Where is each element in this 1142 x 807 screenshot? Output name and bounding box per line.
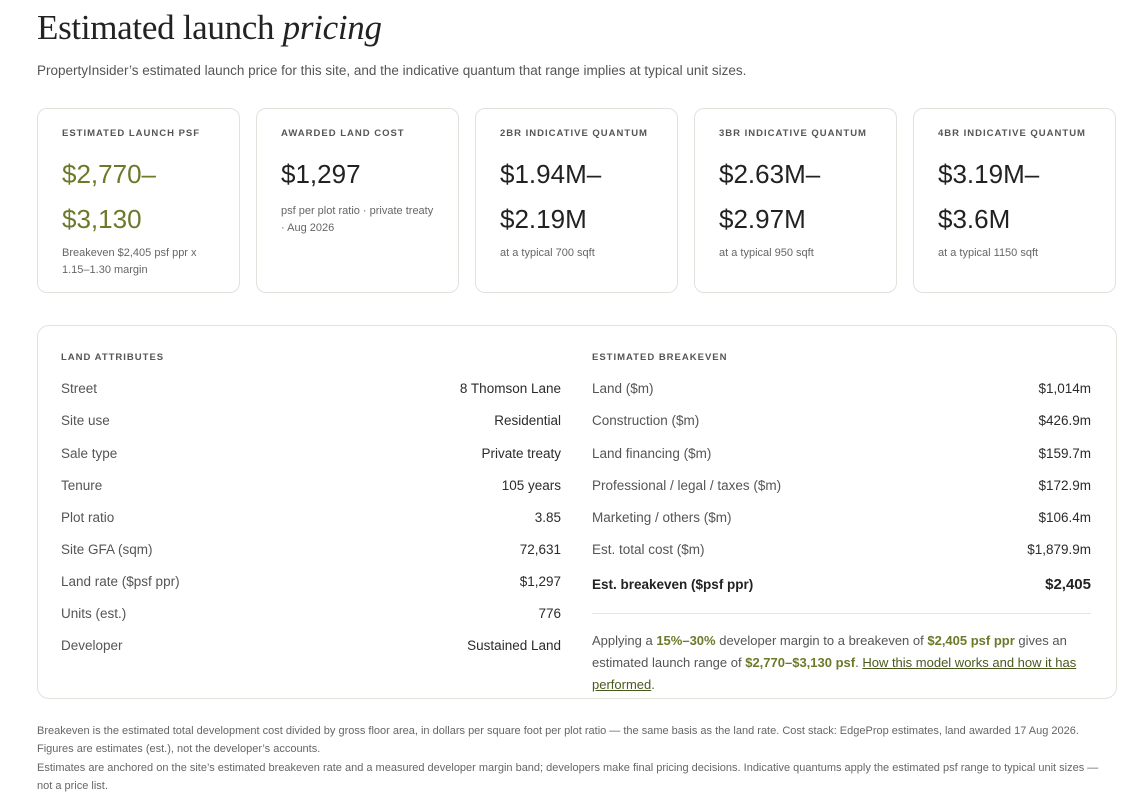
- row-key: Site GFA (sqm): [61, 542, 153, 557]
- row-key: Site use: [61, 413, 110, 428]
- card-value-line1: $2.63M–: [719, 159, 821, 189]
- row-value: $1,879.9m: [1027, 542, 1091, 557]
- row-value: 8 Thomson Lane: [459, 381, 561, 396]
- row-value: $159.7m: [1038, 446, 1091, 461]
- breakeven-row-marketing: Marketing / others ($m) $106.4m: [592, 508, 1091, 528]
- row-value: $1,297: [519, 574, 561, 589]
- row-value: 3.85: [534, 510, 561, 525]
- card-awarded-land-cost: AWARDED LAND COST $1,297 psf per plot ra…: [256, 108, 459, 293]
- row-value: Sustained Land: [467, 638, 561, 653]
- explain-text: gives an estimated launch range of: [592, 633, 1067, 670]
- card-value: $3.19M– $3.6M: [938, 152, 1092, 242]
- card-2br-quantum: 2BR INDICATIVE QUANTUM $1.94M– $2.19M at…: [475, 108, 678, 293]
- row-key: Marketing / others ($m): [592, 510, 732, 525]
- land-row-sale-type: Sale type Private treaty: [61, 444, 561, 464]
- card-value: $1.94M– $2.19M: [500, 152, 654, 242]
- card-value-line1: $2,770–: [62, 159, 156, 189]
- card-label: ESTIMATED LAUNCH PSF: [62, 128, 201, 139]
- card-estimated-launch-psf: ESTIMATED LAUNCH PSF $2,770– $3,130 Brea…: [37, 108, 240, 293]
- row-value: 105 years: [501, 478, 561, 493]
- card-3br-quantum: 3BR INDICATIVE QUANTUM $2.63M– $2.97M at…: [694, 108, 897, 293]
- breakeven-row-professional: Professional / legal / taxes ($m) $172.9m: [592, 476, 1091, 496]
- card-note: psf per plot ratio · private treaty · Au…: [281, 205, 434, 234]
- land-row-plot-ratio: Plot ratio 3.85: [61, 508, 561, 528]
- breakeven-divider: [592, 613, 1091, 614]
- card-label: 4BR INDICATIVE QUANTUM: [938, 128, 1086, 139]
- row-key: Est. total cost ($m): [592, 542, 705, 557]
- row-value: $426.9m: [1038, 413, 1091, 428]
- card-value-line1: $1,297: [281, 159, 361, 189]
- page-title-main: Estimated launch: [37, 8, 275, 47]
- details-panel: [37, 325, 1117, 699]
- land-row-site-use: Site use Residential: [61, 411, 561, 431]
- explain-text: .: [855, 655, 863, 670]
- card-note: Breakeven $2,405 psf ppr x 1.15–1.30 mar…: [62, 247, 197, 276]
- card-note: at a typical 1150 sqft: [938, 247, 1039, 259]
- card-label: 2BR INDICATIVE QUANTUM: [500, 128, 648, 139]
- row-value: Residential: [494, 413, 561, 428]
- row-value: 72,631: [519, 542, 561, 557]
- card-value: $2,770– $3,130: [62, 152, 216, 242]
- card-note: at a typical 700 sqft: [500, 247, 595, 259]
- card-value-line2: $2.19M: [500, 204, 587, 234]
- range-highlight: $2,770–$3,130 psf: [745, 655, 856, 670]
- card-4br-quantum: 4BR INDICATIVE QUANTUM $3.19M– $3.6M at …: [913, 108, 1116, 293]
- row-key: Construction ($m): [592, 413, 700, 428]
- page-title: Estimated launch pricing: [37, 8, 382, 48]
- row-key: Professional / legal / taxes ($m): [592, 478, 782, 493]
- card-value-line2: $2.97M: [719, 204, 806, 234]
- breakeven-row-construction: Construction ($m) $426.9m: [592, 411, 1091, 431]
- row-key: Street: [61, 381, 98, 396]
- row-key: Units (est.): [61, 606, 127, 621]
- breakeven-row-land-financing: Land financing ($m) $159.7m: [592, 444, 1091, 464]
- row-value: Private treaty: [481, 446, 561, 461]
- row-value: $106.4m: [1038, 510, 1091, 525]
- land-row-site-gfa: Site GFA (sqm) 72,631: [61, 540, 561, 560]
- margin-highlight: 15%–30%: [656, 633, 716, 648]
- card-note: at a typical 950 sqft: [719, 247, 814, 259]
- land-row-street: Street 8 Thomson Lane: [61, 379, 561, 399]
- footnote-estimates: Estimates are anchored on the site’s est…: [37, 762, 1099, 792]
- row-key: Tenure: [61, 478, 103, 493]
- breakeven-row-total: Est. breakeven ($psf ppr) $2,405: [592, 575, 1091, 595]
- page-subtitle: PropertyInsider’s estimated launch price…: [37, 63, 747, 78]
- card-label: AWARDED LAND COST: [281, 128, 405, 139]
- explain-text: Applying a: [592, 633, 657, 648]
- explain-text: developer margin to a breakeven of: [715, 633, 928, 648]
- row-value: $1,014m: [1038, 381, 1091, 396]
- breakeven-row-land: Land ($m) $1,014m: [592, 379, 1091, 399]
- row-key: Plot ratio: [61, 510, 115, 525]
- land-row-tenure: Tenure 105 years: [61, 476, 561, 496]
- card-label: 3BR INDICATIVE QUANTUM: [719, 128, 867, 139]
- card-value-line1: $1.94M–: [500, 159, 602, 189]
- row-value: 776: [538, 606, 561, 621]
- estimated-breakeven-heading: ESTIMATED BREAKEVEN: [592, 352, 728, 363]
- land-row-units: Units (est.) 776: [61, 604, 561, 624]
- explain-text: .: [651, 677, 655, 692]
- card-value-line1: $3.19M–: [938, 159, 1040, 189]
- row-key: Sale type: [61, 446, 118, 461]
- model-explainer-link[interactable]: How this model works and how it has perf…: [592, 655, 1077, 692]
- land-row-developer: Developer Sustained Land: [61, 636, 561, 656]
- breakeven-highlight: $2,405 psf ppr: [927, 633, 1015, 648]
- footnote-breakeven: Breakeven is the estimated total develop…: [37, 725, 1079, 755]
- row-value: $172.9m: [1038, 478, 1091, 493]
- row-value: $2,405: [1045, 576, 1091, 593]
- breakeven-row-total-cost: Est. total cost ($m) $1,879.9m: [592, 540, 1091, 560]
- land-row-land-rate: Land rate ($psf ppr) $1,297: [61, 572, 561, 592]
- card-value-line2: $3.6M: [938, 204, 1011, 234]
- card-value: $1,297: [281, 152, 435, 197]
- row-key: Land rate ($psf ppr): [61, 574, 180, 589]
- land-attributes-heading: LAND ATTRIBUTES: [61, 352, 165, 363]
- page-title-italic: pricing: [282, 8, 382, 47]
- card-value-line2: $3,130: [62, 204, 142, 234]
- row-key: Land financing ($m): [592, 446, 712, 461]
- card-value: $2.63M– $2.97M: [719, 152, 873, 242]
- row-key: Developer: [61, 638, 123, 653]
- margin-explanation: Applying a 15%–30% developer margin to a…: [592, 630, 1097, 696]
- row-key: Est. breakeven ($psf ppr): [592, 577, 754, 592]
- row-key: Land ($m): [592, 381, 654, 396]
